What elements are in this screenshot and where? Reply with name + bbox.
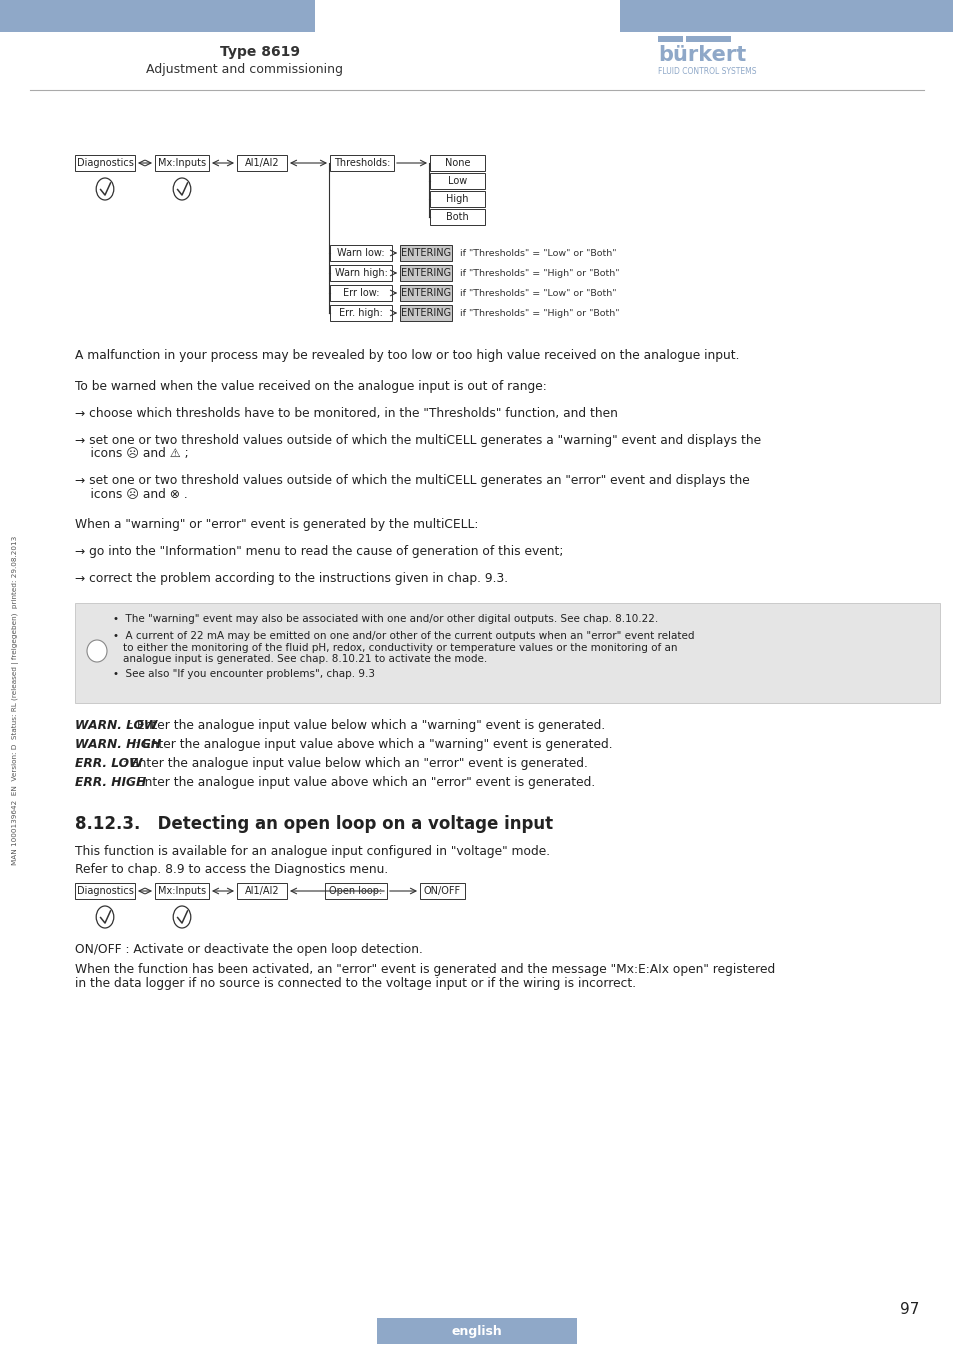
Text: Adjustment and commissioning: Adjustment and commissioning: [147, 63, 343, 77]
Text: Diagnostics: Diagnostics: [76, 158, 133, 167]
Text: AI1/AI2: AI1/AI2: [244, 158, 279, 167]
Text: to either the monitoring of the fluid pH, redox, conductivity or temperature val: to either the monitoring of the fluid pH…: [123, 643, 677, 653]
Bar: [325, 883, 387, 899]
Text: : Enter the analogue input value above which an "error" event is generated.: : Enter the analogue input value above w…: [129, 776, 595, 788]
Text: : Enter the analogue input value below which an "error" event is generated.: : Enter the analogue input value below w…: [123, 757, 587, 769]
Text: 97: 97: [900, 1303, 919, 1318]
Text: Diagnostics: Diagnostics: [76, 886, 133, 896]
Bar: [75, 883, 135, 899]
Text: Both: Both: [446, 212, 468, 221]
Bar: [236, 155, 287, 171]
Text: analogue input is generated. See chap. 8.10.21 to activate the mode.: analogue input is generated. See chap. 8…: [123, 653, 487, 664]
Text: WARN. LOW: WARN. LOW: [75, 720, 157, 732]
Bar: [419, 883, 464, 899]
Bar: [399, 265, 452, 281]
Text: •  A current of 22 mA may be emitted on one and/or other of the current outputs : • A current of 22 mA may be emitted on o…: [112, 630, 694, 641]
Text: if "Thresholds" = "High" or "Both": if "Thresholds" = "High" or "Both": [459, 309, 618, 317]
Text: : Enter the analogue input value above which a "warning" event is generated.: : Enter the analogue input value above w…: [135, 738, 612, 751]
Bar: [330, 305, 392, 321]
Bar: [430, 190, 484, 207]
Text: Err low:: Err low:: [342, 288, 379, 298]
Bar: [399, 305, 452, 321]
Text: ENTERING: ENTERING: [400, 308, 451, 319]
Bar: [399, 244, 452, 261]
Ellipse shape: [87, 640, 107, 662]
Text: Open loop:: Open loop:: [329, 886, 382, 896]
Text: Warn low:: Warn low:: [336, 248, 384, 258]
Text: Mx:Inputs: Mx:Inputs: [158, 886, 206, 896]
Text: •  The "warning" event may also be associated with one and/or other digital outp: • The "warning" event may also be associ…: [112, 614, 658, 624]
Bar: [330, 244, 392, 261]
Bar: [330, 155, 394, 171]
Text: ON/OFF : Activate or deactivate the open loop detection.: ON/OFF : Activate or deactivate the open…: [75, 944, 422, 956]
Text: Warn high:: Warn high:: [335, 269, 387, 278]
Bar: [75, 603, 939, 703]
Bar: [619, 0, 953, 32]
Text: if "Thresholds" = "Low" or "Both": if "Thresholds" = "Low" or "Both": [459, 248, 616, 258]
Text: None: None: [444, 158, 470, 167]
Text: → choose which thresholds have to be monitored, in the "Thresholds" function, an: → choose which thresholds have to be mon…: [75, 406, 618, 420]
Text: icons ☹ and ⊗ .: icons ☹ and ⊗ .: [75, 487, 188, 500]
Text: ERR. LOW: ERR. LOW: [75, 757, 142, 769]
Text: → set one or two threshold values outside of which the multiCELL generates a "wa: → set one or two threshold values outsid…: [75, 433, 760, 447]
Text: ENTERING: ENTERING: [400, 269, 451, 278]
Text: Err. high:: Err. high:: [338, 308, 382, 319]
Text: → set one or two threshold values outside of which the multiCELL generates an "e: → set one or two threshold values outsid…: [75, 474, 749, 487]
Text: : Enter the analogue input value below which a "warning" event is generated.: : Enter the analogue input value below w…: [129, 720, 604, 732]
Text: ENTERING: ENTERING: [400, 288, 451, 298]
Text: To be warned when the value received on the analogue input is out of range:: To be warned when the value received on …: [75, 379, 546, 393]
Bar: [75, 155, 135, 171]
Bar: [430, 155, 484, 171]
Text: MAN 1000139642  EN  Version: D  Status: RL (released | freigegeben)  printed: 29: MAN 1000139642 EN Version: D Status: RL …: [12, 536, 19, 864]
Text: Mx:Inputs: Mx:Inputs: [158, 158, 206, 167]
Text: if "Thresholds" = "High" or "Both": if "Thresholds" = "High" or "Both": [459, 269, 618, 278]
Text: When a "warning" or "error" event is generated by the multiCELL:: When a "warning" or "error" event is gen…: [75, 518, 477, 531]
Bar: [399, 285, 452, 301]
Bar: [330, 285, 392, 301]
Text: → correct the problem according to the instructions given in chap. 9.3.: → correct the problem according to the i…: [75, 572, 508, 585]
Bar: [430, 173, 484, 189]
Text: This function is available for an analogue input configured in "voltage" mode.: This function is available for an analog…: [75, 845, 550, 859]
Text: WARN. HIGH: WARN. HIGH: [75, 738, 161, 751]
Text: FLUID CONTROL SYSTEMS: FLUID CONTROL SYSTEMS: [658, 68, 756, 77]
Bar: [154, 883, 209, 899]
Text: When the function has been activated, an "error" event is generated and the mess: When the function has been activated, an…: [75, 963, 775, 976]
Text: in the data logger if no source is connected to the voltage input or if the wiri: in the data logger if no source is conne…: [75, 977, 636, 990]
Text: Low: Low: [447, 176, 467, 186]
Bar: [330, 265, 392, 281]
Text: icons ☹ and ⚠ ;: icons ☹ and ⚠ ;: [75, 447, 189, 460]
Text: Thresholds:: Thresholds:: [334, 158, 390, 167]
Bar: [236, 883, 287, 899]
Bar: [430, 209, 484, 225]
Text: ENTERING: ENTERING: [400, 248, 451, 258]
Bar: [0, 0, 314, 32]
Bar: [685, 36, 730, 42]
Text: Type 8619: Type 8619: [220, 45, 299, 59]
Text: if "Thresholds" = "Low" or "Both": if "Thresholds" = "Low" or "Both": [459, 289, 616, 297]
Text: english: english: [451, 1324, 502, 1338]
Text: High: High: [446, 194, 468, 204]
Text: bürkert: bürkert: [658, 45, 745, 65]
Text: A malfunction in your process may be revealed by too low or too high value recei: A malfunction in your process may be rev…: [75, 350, 739, 362]
Text: AI1/AI2: AI1/AI2: [244, 886, 279, 896]
Text: 8.12.3.   Detecting an open loop on a voltage input: 8.12.3. Detecting an open loop on a volt…: [75, 815, 553, 833]
Bar: [658, 36, 682, 42]
Text: Refer to chap. 8.9 to access the Diagnostics menu.: Refer to chap. 8.9 to access the Diagnos…: [75, 863, 388, 876]
Bar: [154, 155, 209, 171]
Text: •  See also "If you encounter problems", chap. 9.3: • See also "If you encounter problems", …: [112, 670, 375, 679]
Text: ON/OFF: ON/OFF: [423, 886, 460, 896]
Text: ERR. HIGH: ERR. HIGH: [75, 776, 146, 788]
Text: → go into the "Information" menu to read the cause of generation of this event;: → go into the "Information" menu to read…: [75, 545, 563, 558]
Bar: [376, 1318, 577, 1345]
